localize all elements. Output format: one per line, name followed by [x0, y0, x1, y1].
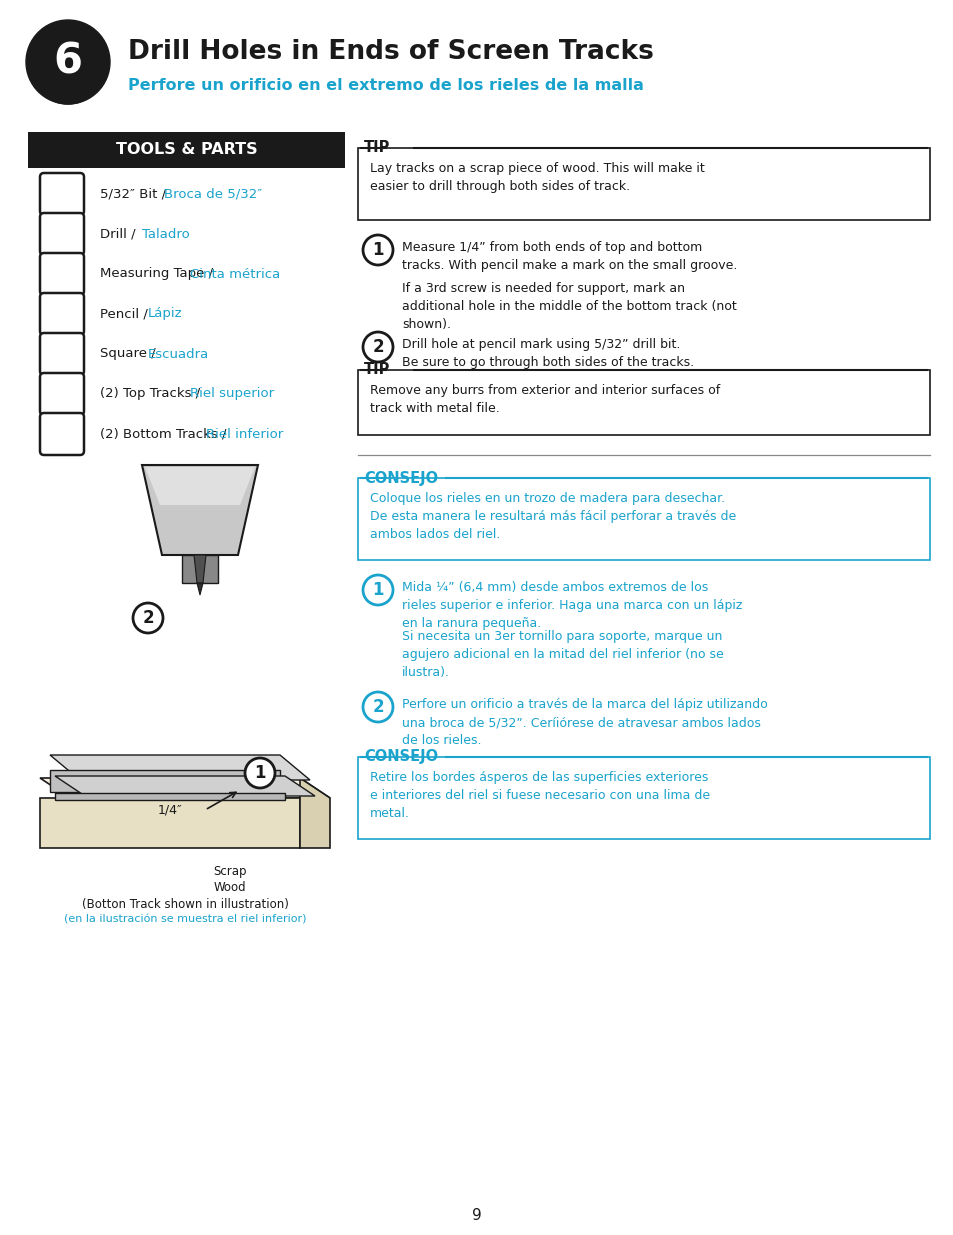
Text: (2) Top Tracks /: (2) Top Tracks /: [100, 388, 204, 400]
Text: Riel superior: Riel superior: [190, 388, 274, 400]
FancyBboxPatch shape: [28, 132, 345, 168]
Text: Measuring Tape /: Measuring Tape /: [100, 268, 217, 280]
Polygon shape: [50, 769, 280, 792]
Text: TIP: TIP: [364, 141, 390, 156]
Text: Drill hole at pencil mark using 5/32” drill bit.
Be sure to go through both side: Drill hole at pencil mark using 5/32” dr…: [401, 338, 694, 369]
Text: Si necesita un 3er tornillo para soporte, marque un
agujero adicional en la mita: Si necesita un 3er tornillo para soporte…: [401, 630, 723, 679]
Text: 6: 6: [53, 41, 82, 83]
Text: Perfore un orificio a través de la marca del lápiz utilizando
una broca de 5/32”: Perfore un orificio a través de la marca…: [401, 698, 767, 747]
Text: Lay tracks on a scrap piece of wood. This will make it
easier to drill through b: Lay tracks on a scrap piece of wood. Thi…: [370, 162, 704, 193]
Polygon shape: [196, 583, 203, 595]
Polygon shape: [40, 778, 330, 798]
Text: 2: 2: [372, 698, 383, 716]
Polygon shape: [55, 776, 314, 797]
Text: Riel inferior: Riel inferior: [206, 427, 283, 441]
FancyBboxPatch shape: [357, 757, 929, 839]
Circle shape: [363, 332, 393, 362]
Text: If a 3rd screw is needed for support, mark an
additional hole in the middle of t: If a 3rd screw is needed for support, ma…: [401, 282, 736, 331]
FancyBboxPatch shape: [357, 148, 929, 220]
Polygon shape: [50, 755, 310, 781]
FancyBboxPatch shape: [40, 373, 84, 415]
Text: 9: 9: [472, 1208, 481, 1223]
Circle shape: [132, 603, 163, 634]
Text: Taladro: Taladro: [142, 227, 190, 241]
FancyBboxPatch shape: [182, 555, 218, 583]
Circle shape: [363, 235, 393, 266]
Text: TOOLS & PARTS: TOOLS & PARTS: [115, 142, 257, 158]
Polygon shape: [193, 555, 206, 583]
Text: Retire los bordes ásperos de las superficies exteriores
e interiores del riel si: Retire los bordes ásperos de las superfi…: [370, 771, 709, 820]
Polygon shape: [145, 467, 254, 505]
Text: Cinta métrica: Cinta métrica: [190, 268, 280, 280]
Text: (Botton Track shown in illustration): (Botton Track shown in illustration): [81, 898, 288, 911]
FancyBboxPatch shape: [40, 293, 84, 335]
Text: Lápiz: Lápiz: [148, 308, 182, 321]
FancyBboxPatch shape: [40, 412, 84, 454]
Ellipse shape: [32, 32, 104, 104]
Polygon shape: [142, 466, 257, 555]
Text: (2) Bottom Tracks /: (2) Bottom Tracks /: [100, 427, 231, 441]
Text: Pencil /: Pencil /: [100, 308, 152, 321]
FancyBboxPatch shape: [357, 370, 929, 435]
Text: (en la ilustración se muestra el riel inferior): (en la ilustración se muestra el riel in…: [64, 914, 306, 924]
Text: Measure 1/4” from both ends of top and bottom
tracks. With pencil make a mark on: Measure 1/4” from both ends of top and b…: [401, 241, 737, 272]
Text: 1: 1: [372, 241, 383, 259]
Text: Scrap
Wood: Scrap Wood: [213, 864, 247, 894]
Text: Mida ¼” (6,4 mm) desde ambos extremos de los
rieles superior e inferior. Haga un: Mida ¼” (6,4 mm) desde ambos extremos de…: [401, 580, 741, 630]
Text: CONSEJO: CONSEJO: [364, 750, 437, 764]
Circle shape: [245, 758, 274, 788]
Polygon shape: [55, 793, 285, 800]
Polygon shape: [40, 798, 299, 848]
Text: CONSEJO: CONSEJO: [364, 471, 437, 485]
Text: Square /: Square /: [100, 347, 160, 361]
FancyBboxPatch shape: [40, 253, 84, 295]
FancyBboxPatch shape: [40, 212, 84, 254]
Text: TIP: TIP: [364, 363, 390, 378]
Polygon shape: [299, 778, 330, 848]
Text: 5/32″ Bit /: 5/32″ Bit /: [100, 188, 171, 200]
FancyBboxPatch shape: [40, 173, 84, 215]
Text: Broca de 5/32″: Broca de 5/32″: [163, 188, 261, 200]
FancyBboxPatch shape: [40, 333, 84, 375]
Text: 1: 1: [254, 764, 266, 782]
Text: 1/4″: 1/4″: [157, 804, 182, 816]
Text: Drill Holes in Ends of Screen Tracks: Drill Holes in Ends of Screen Tracks: [128, 40, 653, 65]
Text: Drill /: Drill /: [100, 227, 140, 241]
Text: Coloque los rieles en un trozo de madera para desechar.
De esta manera le result: Coloque los rieles en un trozo de madera…: [370, 492, 736, 541]
Text: Escuadra: Escuadra: [148, 347, 209, 361]
Circle shape: [363, 692, 393, 722]
Text: Remove any burrs from exterior and interior surfaces of
track with metal file.: Remove any burrs from exterior and inter…: [370, 384, 720, 415]
Text: Perfore un orificio en el extremo de los rieles de la malla: Perfore un orificio en el extremo de los…: [128, 78, 643, 93]
Text: 2: 2: [372, 338, 383, 356]
FancyBboxPatch shape: [357, 478, 929, 559]
Circle shape: [26, 20, 110, 104]
Text: 2: 2: [142, 609, 153, 627]
Circle shape: [363, 576, 393, 605]
Text: 1: 1: [372, 580, 383, 599]
